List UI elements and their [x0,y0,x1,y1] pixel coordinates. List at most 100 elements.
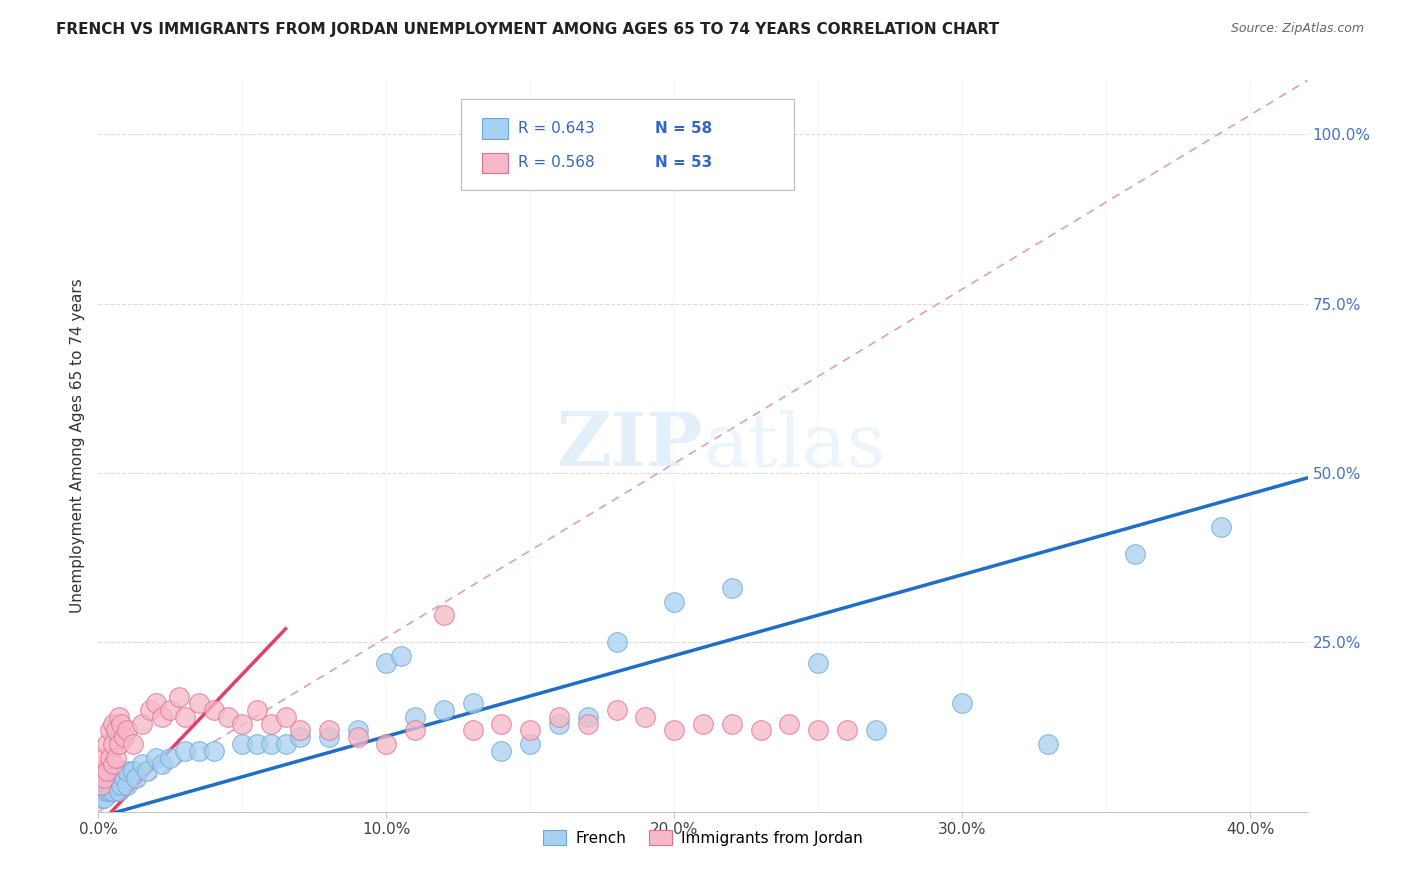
Point [807,656,830,670]
Point [491,716,513,731]
Point [346,723,368,738]
Point [98,750,121,764]
Point [115,723,138,738]
Point [173,710,195,724]
Point [260,716,283,731]
Point [125,771,148,785]
Text: Source: ZipAtlas.com: Source: ZipAtlas.com [1230,22,1364,36]
Point [749,723,772,738]
FancyBboxPatch shape [461,99,793,190]
Point [778,716,800,731]
Point [93,784,115,798]
Point [217,710,239,724]
Point [101,764,124,778]
Point [107,710,129,724]
Point [136,764,159,778]
Point [188,744,211,758]
Point [93,771,115,785]
Point [90,778,112,792]
Point [107,784,129,798]
Point [246,737,269,751]
Point [606,703,628,717]
Point [288,730,311,744]
Point [90,764,112,778]
Point [375,737,398,751]
Point [131,716,153,731]
Point [375,656,398,670]
Point [231,737,253,751]
Point [104,750,127,764]
Point [664,595,686,609]
Point [1123,547,1146,561]
Point [173,744,195,758]
Point [104,778,127,792]
Point [96,737,118,751]
Y-axis label: Unemployment Among Ages 65 to 74 years: Unemployment Among Ages 65 to 74 years [70,278,86,614]
Point [110,716,132,731]
Point [202,703,225,717]
Point [807,723,830,738]
Point [865,723,887,738]
Point [145,697,167,711]
Point [389,648,412,663]
Point [188,697,211,711]
Point [96,764,118,778]
Point [90,778,112,792]
Point [98,778,121,792]
Point [159,750,181,764]
Point [98,764,121,778]
Point [274,737,297,751]
Point [104,723,127,738]
Point [288,723,311,738]
Point [150,710,173,724]
Point [131,757,153,772]
Point [104,764,127,778]
Point [93,771,115,785]
Point [519,723,541,738]
Point [101,737,124,751]
Point [96,784,118,798]
Point [101,757,124,772]
Point [167,690,190,704]
Point [548,716,571,731]
Point [260,737,283,751]
Point [115,764,138,778]
Point [93,750,115,764]
Point [433,703,456,717]
Point [96,771,118,785]
Point [122,737,145,751]
Point [98,784,121,798]
Point [318,730,340,744]
Point [404,723,426,738]
Point [145,750,167,764]
Legend: French, Immigrants from Jordan: French, Immigrants from Jordan [537,823,869,852]
Point [491,744,513,758]
Point [122,764,145,778]
Text: R = 0.643: R = 0.643 [517,121,595,136]
Point [664,723,686,738]
Point [461,723,484,738]
Point [246,703,269,717]
Point [692,716,714,731]
Point [231,716,253,731]
Point [98,723,121,738]
Point [720,716,742,731]
Point [606,635,628,649]
Point [519,737,541,751]
Point [634,710,657,724]
Point [433,608,456,623]
FancyBboxPatch shape [482,119,509,139]
Text: atlas: atlas [703,409,886,483]
Point [150,757,173,772]
Point [93,791,115,805]
Point [101,716,124,731]
Point [202,744,225,758]
Point [1038,737,1060,751]
Point [576,710,599,724]
Point [1211,520,1233,534]
Point [318,723,340,738]
Point [107,771,129,785]
Point [112,730,135,744]
Point [110,764,132,778]
Point [90,791,112,805]
